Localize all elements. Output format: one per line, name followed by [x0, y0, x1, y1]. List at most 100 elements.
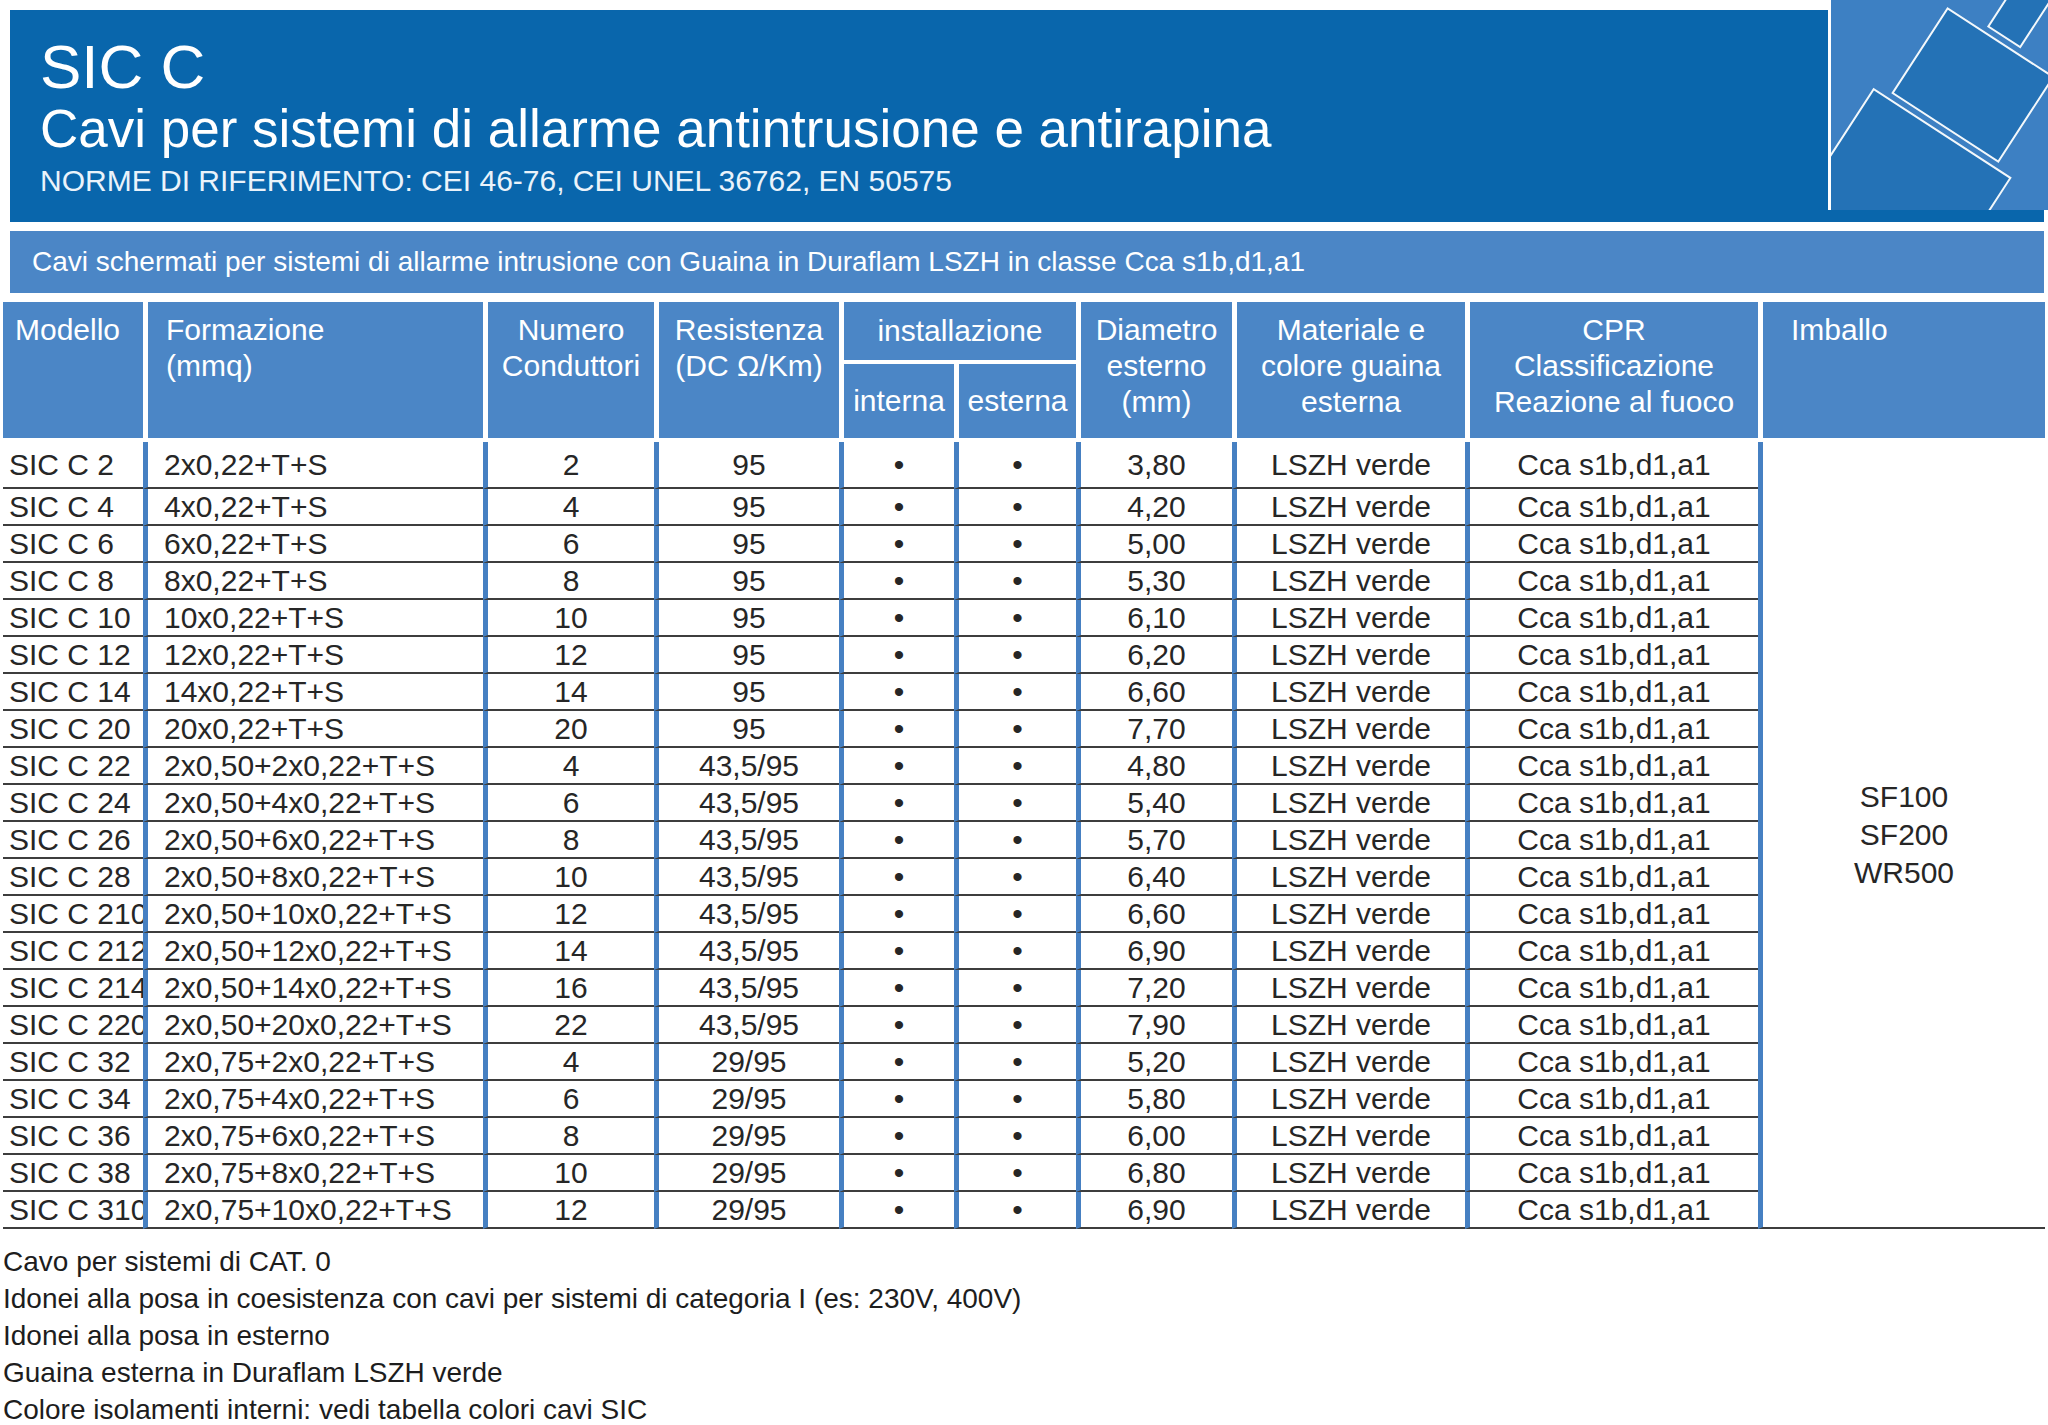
cell-diametro: 7,90 — [1076, 1007, 1232, 1044]
cell-installazione-esterna-dot: • — [954, 1192, 1076, 1229]
cell-cpr: Cca s1b,d1,a1 — [1465, 442, 1758, 489]
cell-formazione: 2x0,22+T+S — [143, 442, 483, 489]
cell-installazione-interna-dot: • — [839, 637, 954, 674]
cell-formazione: 14x0,22+T+S — [143, 674, 483, 711]
cell-numero-conduttori: 14 — [483, 933, 654, 970]
cell-cpr: Cca s1b,d1,a1 — [1465, 896, 1758, 933]
cell-formazione: 2x0,50+10x0,22+T+S — [143, 896, 483, 933]
cell-materiale: LSZH verde — [1232, 748, 1465, 785]
cell-diametro: 4,20 — [1076, 489, 1232, 526]
cell-diametro: 5,70 — [1076, 822, 1232, 859]
cell-installazione-esterna-dot: • — [954, 1081, 1076, 1118]
cell-resistenza: 43,5/95 — [654, 859, 839, 896]
cell-installazione-esterna-dot: • — [954, 970, 1076, 1007]
cell-formazione: 2x0,50+8x0,22+T+S — [143, 859, 483, 896]
cell-installazione-esterna-dot: • — [954, 933, 1076, 970]
cell-numero-conduttori: 2 — [483, 442, 654, 489]
cell-formazione: 2x0,75+4x0,22+T+S — [143, 1081, 483, 1118]
cell-cpr: Cca s1b,d1,a1 — [1465, 748, 1758, 785]
cell-modello: SIC C 2 — [3, 442, 143, 489]
cell-materiale: LSZH verde — [1232, 600, 1465, 637]
cell-installazione-esterna-dot: • — [954, 489, 1076, 526]
cell-installazione-esterna-dot: • — [954, 600, 1076, 637]
cell-materiale: LSZH verde — [1232, 1044, 1465, 1081]
cell-materiale: LSZH verde — [1232, 970, 1465, 1007]
cell-formazione: 6x0,22+T+S — [143, 526, 483, 563]
cell-materiale: LSZH verde — [1232, 933, 1465, 970]
cell-resistenza: 43,5/95 — [654, 970, 839, 1007]
cell-diametro: 5,20 — [1076, 1044, 1232, 1081]
cell-materiale: LSZH verde — [1232, 637, 1465, 674]
cell-installazione-interna-dot: • — [839, 1118, 954, 1155]
cell-installazione-esterna-dot: • — [954, 785, 1076, 822]
cell-materiale: LSZH verde — [1232, 1081, 1465, 1118]
col-header-installazione-group: installazione interna esterna — [839, 302, 1076, 438]
cell-materiale: LSZH verde — [1232, 526, 1465, 563]
cell-cpr: Cca s1b,d1,a1 — [1465, 822, 1758, 859]
cell-resistenza: 95 — [654, 600, 839, 637]
cell-installazione-esterna-dot: • — [954, 442, 1076, 489]
cell-materiale: LSZH verde — [1232, 1118, 1465, 1155]
cell-resistenza: 29/95 — [654, 1155, 839, 1192]
header-band: SIC C Cavi per sistemi di allarme antint… — [10, 10, 2044, 222]
cell-modello: SIC C 6 — [3, 526, 143, 563]
cell-formazione: 2x0,75+10x0,22+T+S — [143, 1192, 483, 1229]
cell-formazione: 2x0,75+2x0,22+T+S — [143, 1044, 483, 1081]
cell-modello: SIC C 36 — [3, 1118, 143, 1155]
col-header-esterna: esterna — [954, 364, 1076, 438]
cable-illustration — [1828, 0, 2048, 210]
cell-resistenza: 43,5/95 — [654, 1007, 839, 1044]
cell-resistenza: 95 — [654, 711, 839, 748]
col-header-modello: Modello — [3, 302, 143, 438]
description-banner: Cavi schermati per sistemi di allarme in… — [10, 231, 2044, 293]
cell-installazione-interna-dot: • — [839, 442, 954, 489]
cell-resistenza: 29/95 — [654, 1118, 839, 1155]
cell-formazione: 2x0,75+6x0,22+T+S — [143, 1118, 483, 1155]
cell-cpr: Cca s1b,d1,a1 — [1465, 600, 1758, 637]
footer-note-line: Idonei alla posa in esterno — [3, 1317, 2045, 1354]
footer-note-line: Colore isolamenti interni: vedi tabella … — [3, 1391, 2045, 1425]
installazione-subheaders: interna esterna — [844, 364, 1076, 438]
cell-installazione-esterna-dot: • — [954, 1007, 1076, 1044]
spec-table: Modello Formazione (mmq) Numero Condutto… — [3, 302, 2045, 1229]
cell-numero-conduttori: 12 — [483, 896, 654, 933]
table-body: SF100 SF200 WR500 SIC C 2 2x0,22+T+S 2 9… — [3, 442, 2045, 1229]
cell-diametro: 6,60 — [1076, 674, 1232, 711]
cell-diametro: 6,60 — [1076, 896, 1232, 933]
cell-installazione-interna-dot: • — [839, 1044, 954, 1081]
cell-formazione: 2x0,50+14x0,22+T+S — [143, 970, 483, 1007]
cell-modello: SIC C 220 — [3, 1007, 143, 1044]
cell-formazione: 20x0,22+T+S — [143, 711, 483, 748]
col-header-materiale: Materiale e colore guaina esterna — [1232, 302, 1465, 438]
cell-cpr: Cca s1b,d1,a1 — [1465, 1044, 1758, 1081]
cell-modello: SIC C 4 — [3, 489, 143, 526]
cell-cpr: Cca s1b,d1,a1 — [1465, 711, 1758, 748]
cell-formazione: 8x0,22+T+S — [143, 563, 483, 600]
cell-installazione-interna-dot: • — [839, 970, 954, 1007]
cell-materiale: LSZH verde — [1232, 822, 1465, 859]
cell-installazione-interna-dot: • — [839, 822, 954, 859]
cell-resistenza: 43,5/95 — [654, 896, 839, 933]
cell-installazione-interna-dot: • — [839, 526, 954, 563]
cell-resistenza: 29/95 — [654, 1044, 839, 1081]
cell-formazione: 2x0,50+12x0,22+T+S — [143, 933, 483, 970]
cell-modello: SIC C 8 — [3, 563, 143, 600]
cell-formazione: 12x0,22+T+S — [143, 637, 483, 674]
cell-modello: SIC C 26 — [3, 822, 143, 859]
cell-cpr: Cca s1b,d1,a1 — [1465, 563, 1758, 600]
cell-installazione-interna-dot: • — [839, 489, 954, 526]
cell-installazione-esterna-dot: • — [954, 1118, 1076, 1155]
cell-installazione-interna-dot: • — [839, 1155, 954, 1192]
description-banner-text: Cavi schermati per sistemi di allarme in… — [32, 246, 1305, 278]
cell-diametro: 5,80 — [1076, 1081, 1232, 1118]
cell-materiale: LSZH verde — [1232, 1007, 1465, 1044]
col-header-interna: interna — [844, 364, 954, 438]
cell-numero-conduttori: 14 — [483, 674, 654, 711]
cell-materiale: LSZH verde — [1232, 711, 1465, 748]
cell-diametro: 4,80 — [1076, 748, 1232, 785]
cell-numero-conduttori: 6 — [483, 785, 654, 822]
cell-installazione-interna-dot: • — [839, 1192, 954, 1229]
cell-numero-conduttori: 12 — [483, 637, 654, 674]
cell-materiale: LSZH verde — [1232, 489, 1465, 526]
cell-formazione: 10x0,22+T+S — [143, 600, 483, 637]
